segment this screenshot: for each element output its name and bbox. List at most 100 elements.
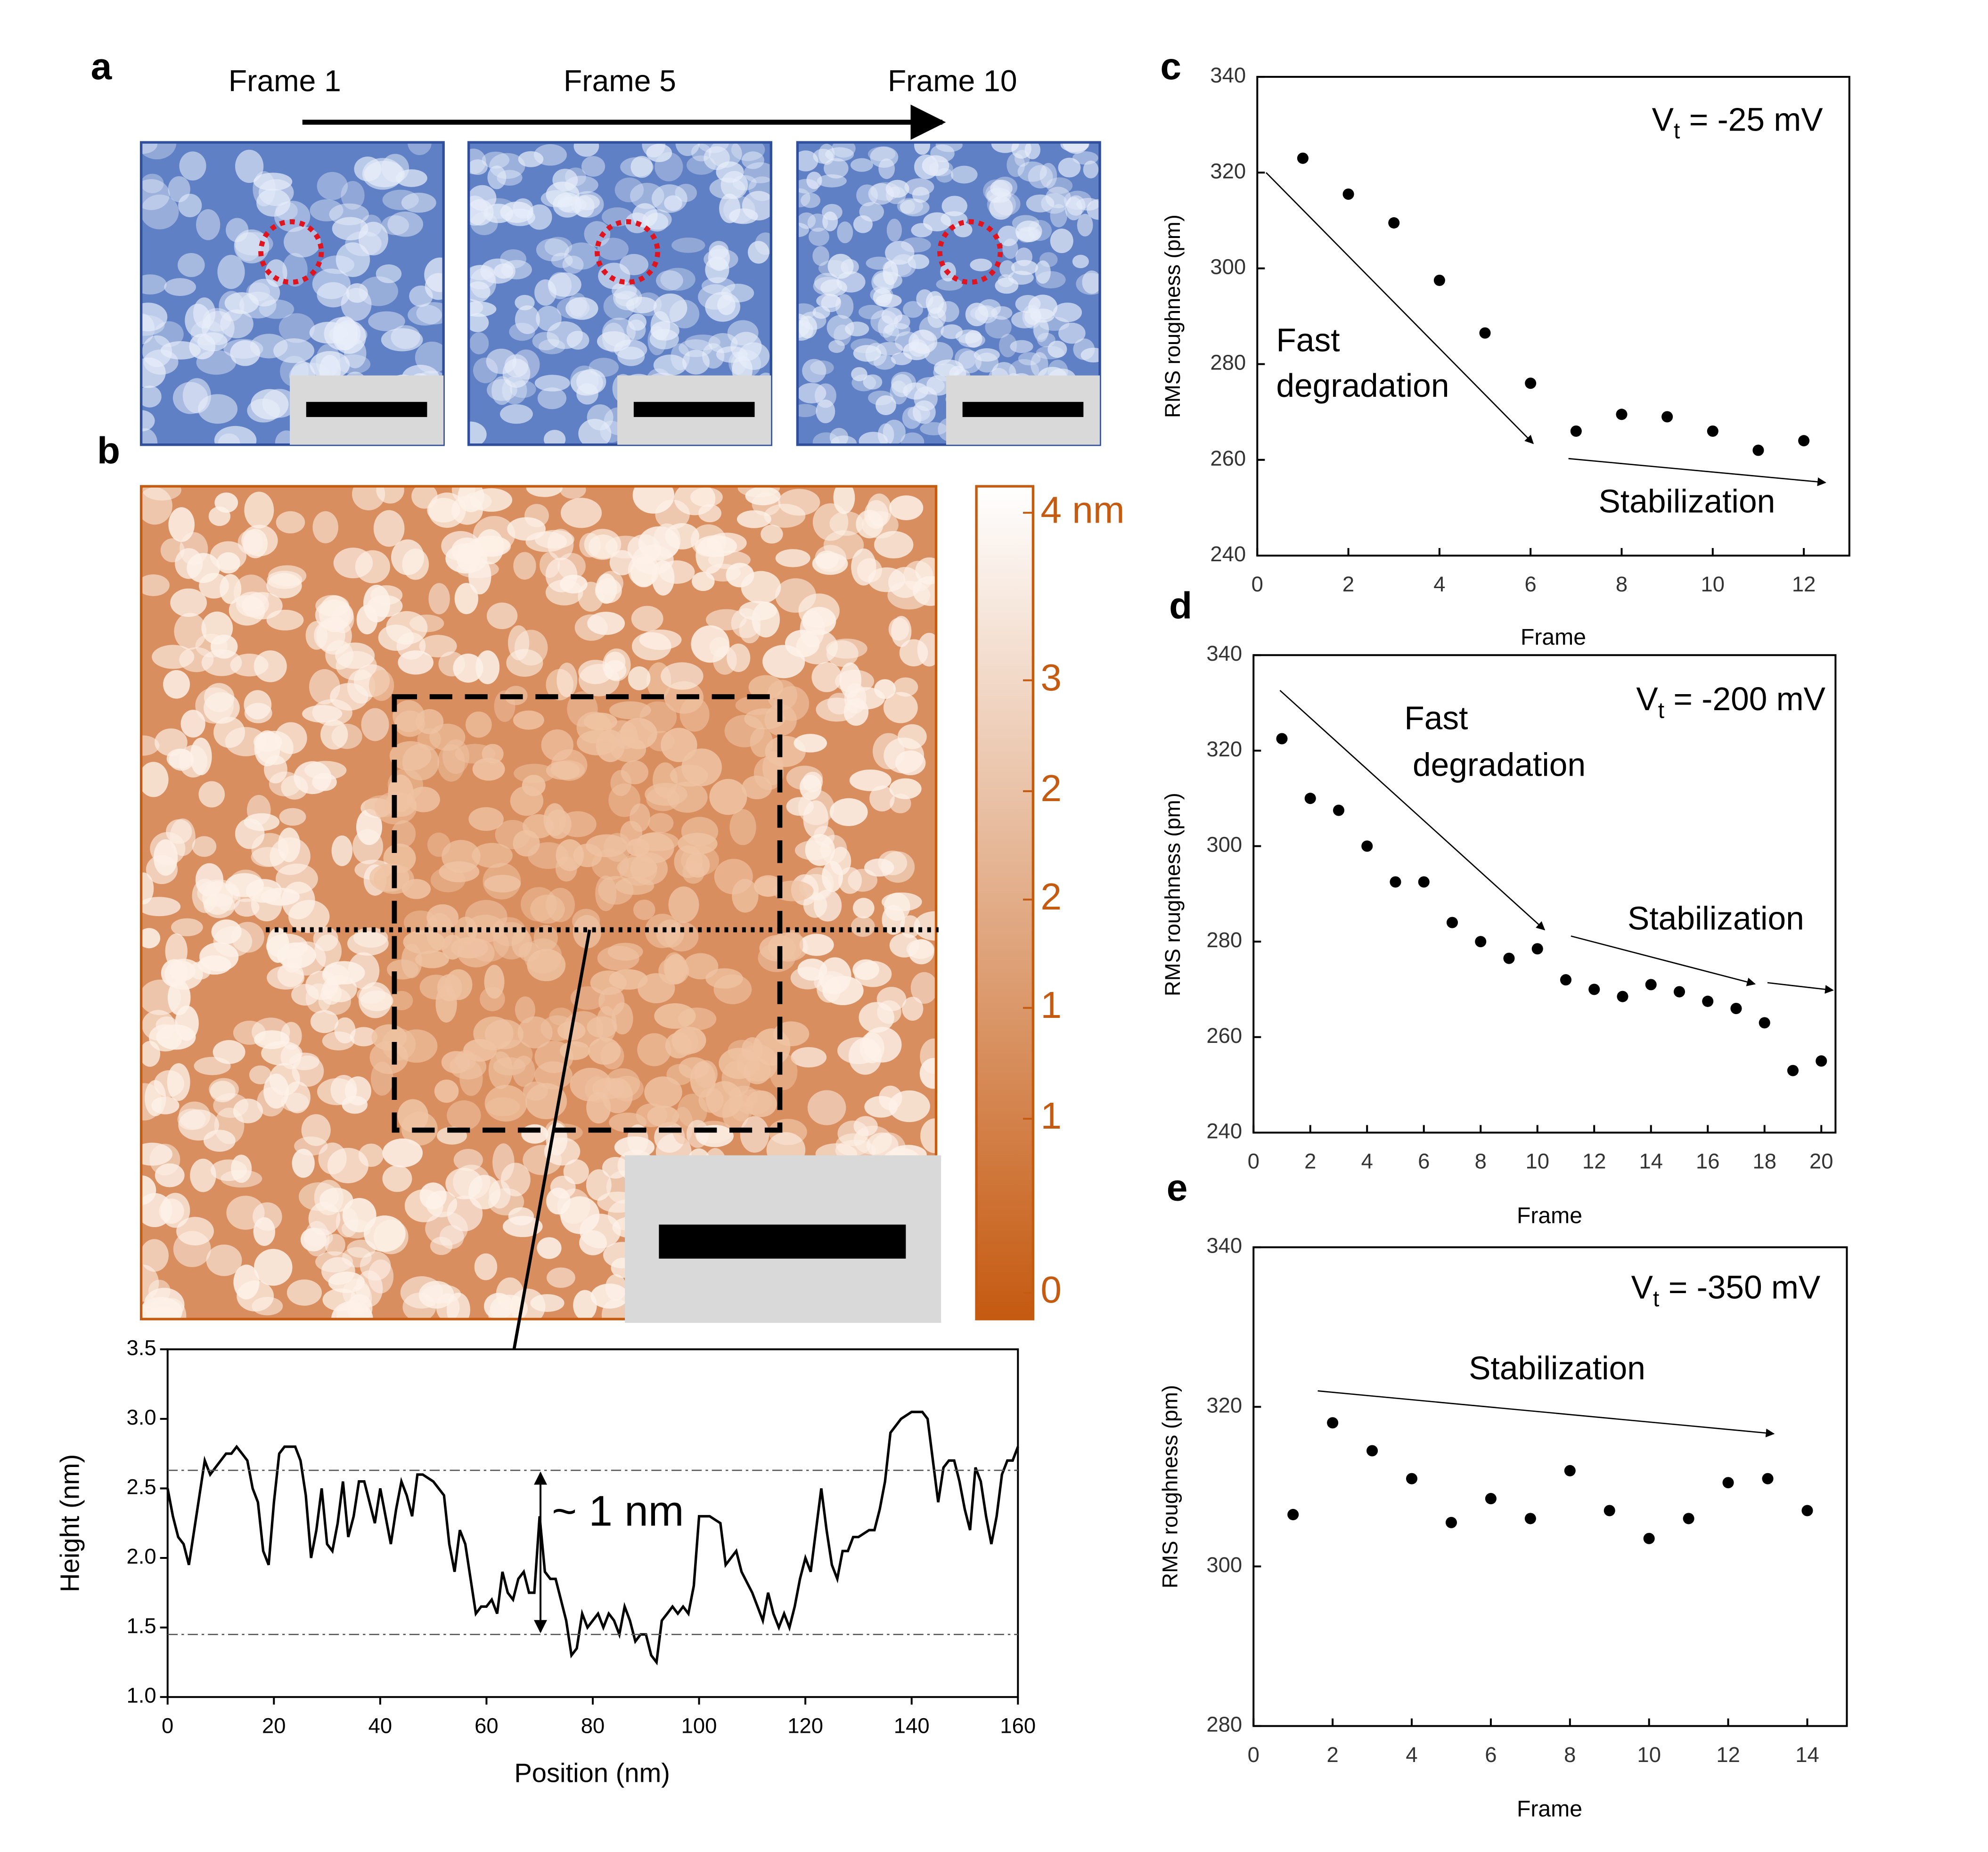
grain <box>253 172 293 191</box>
grain <box>468 807 504 831</box>
condition-subscript: t <box>1674 118 1680 143</box>
grain <box>304 1221 330 1257</box>
grain <box>468 148 486 174</box>
grain <box>974 305 998 324</box>
grain <box>206 1244 242 1276</box>
grain <box>310 1010 339 1033</box>
x-tick-label: 6 <box>1418 1149 1430 1173</box>
data-point <box>1287 1508 1299 1520</box>
x-tick-label: 16 <box>1696 1149 1720 1173</box>
grain <box>551 253 573 268</box>
x-tick-label: 12 <box>1716 1743 1740 1767</box>
grain <box>548 272 581 297</box>
annotation: ~ 1 nm <box>552 1488 684 1535</box>
grain <box>281 1092 309 1112</box>
grain <box>1072 151 1098 165</box>
grain <box>280 1044 302 1069</box>
grain <box>875 395 896 416</box>
grain <box>852 898 875 918</box>
grain <box>721 284 754 303</box>
data-point <box>1276 733 1288 745</box>
grain <box>502 376 527 405</box>
grain <box>705 968 743 989</box>
grain <box>721 1061 751 1098</box>
grain <box>653 762 678 798</box>
grain <box>900 915 921 938</box>
grain <box>850 158 873 172</box>
annotation: Stabilization <box>1469 1350 1645 1386</box>
grain <box>868 183 894 205</box>
grain <box>142 486 181 501</box>
grain <box>1017 161 1047 182</box>
grain <box>524 938 562 974</box>
panel-label: b <box>97 429 120 472</box>
grain <box>515 305 540 334</box>
grain <box>468 265 495 280</box>
grain <box>761 524 783 544</box>
grain <box>646 144 672 162</box>
grain <box>574 614 608 641</box>
data-point <box>1525 377 1537 389</box>
grain <box>882 259 912 277</box>
grain <box>573 142 599 157</box>
grain <box>314 1180 344 1215</box>
grain <box>812 552 848 575</box>
y-tick-label: 340 <box>1206 1234 1242 1258</box>
data-point <box>1446 917 1458 928</box>
grain <box>772 880 814 901</box>
grain <box>891 352 912 365</box>
grain <box>249 1065 272 1084</box>
grain <box>935 142 963 152</box>
grain <box>798 593 840 628</box>
x-tick-label: 140 <box>894 1713 930 1737</box>
grain <box>196 209 221 240</box>
grain <box>359 276 398 306</box>
x-tick-label: 8 <box>1616 572 1628 596</box>
grain <box>647 1106 679 1127</box>
grain <box>1050 204 1068 228</box>
colorbar-label: 1 <box>1040 1094 1062 1137</box>
grain <box>785 630 820 657</box>
grain <box>472 758 505 781</box>
x-tick-label: 4 <box>1361 1149 1373 1173</box>
grain <box>502 359 531 388</box>
trend-arrow <box>1279 690 1546 931</box>
grain <box>282 253 308 287</box>
grain <box>286 1279 322 1306</box>
grain <box>560 498 602 528</box>
grain <box>1017 229 1034 243</box>
y-tick-label: 300 <box>1210 254 1246 279</box>
grain <box>468 421 487 445</box>
grain <box>1033 317 1049 342</box>
grain <box>381 154 409 182</box>
grain <box>1063 142 1089 154</box>
grain <box>217 254 245 289</box>
grain <box>814 273 840 292</box>
x-tick-label: 4 <box>1433 572 1445 596</box>
grain <box>970 258 992 271</box>
grain <box>536 238 569 262</box>
grain <box>740 1116 769 1153</box>
grain <box>496 1277 524 1311</box>
grain <box>599 571 623 596</box>
grain <box>857 558 882 583</box>
data-point <box>1406 1473 1418 1484</box>
data-point <box>1707 425 1718 437</box>
grain <box>638 973 675 1003</box>
grain <box>708 245 730 271</box>
grain <box>578 660 613 684</box>
grain <box>180 710 205 738</box>
grain <box>402 549 429 580</box>
grain <box>974 348 1000 362</box>
x-tick-label: 40 <box>368 1713 393 1737</box>
grain <box>198 781 225 808</box>
grain <box>304 761 347 780</box>
grain <box>201 649 242 676</box>
panel-label: a <box>91 45 113 87</box>
grain <box>544 237 573 256</box>
grain <box>630 803 650 832</box>
grain <box>391 820 416 847</box>
y-tick-label: 1.0 <box>126 1683 156 1707</box>
grain <box>886 219 902 242</box>
grain <box>671 343 690 370</box>
